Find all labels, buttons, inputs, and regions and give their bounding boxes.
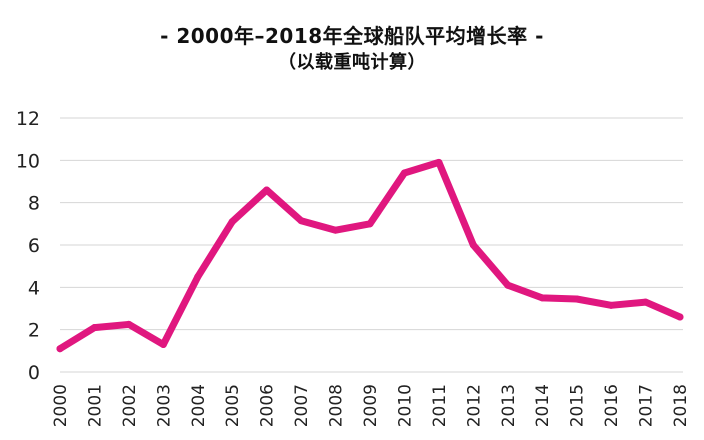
data-point-2001 (90, 324, 98, 332)
data-point-2002 (125, 320, 133, 328)
y-tick-label-2: 2 (28, 320, 40, 342)
x-tick-label-2007: 2007 (292, 384, 312, 427)
chart-subtitle: （以载重吨计算） (278, 52, 426, 73)
x-tick-label-2017: 2017 (637, 384, 657, 427)
y-tick-label-6: 6 (28, 235, 40, 257)
data-point-2006 (263, 186, 271, 194)
x-tick-label-2008: 2008 (327, 384, 347, 427)
y-tick-label-10: 10 (16, 150, 40, 172)
data-point-2003 (159, 340, 167, 348)
x-tick-label-2009: 2009 (361, 384, 381, 427)
x-tick-label-2003: 2003 (154, 384, 174, 427)
x-tick-label-2013: 2013 (499, 384, 519, 427)
data-point-2008 (332, 226, 340, 234)
data-point-2018 (676, 313, 684, 321)
data-point-2013 (504, 281, 512, 289)
x-tick-label-2010: 2010 (395, 384, 415, 427)
y-tick-label-12: 12 (16, 108, 40, 130)
data-point-2014 (538, 294, 546, 302)
y-tick-label-0: 0 (28, 362, 40, 384)
data-point-2009 (366, 220, 374, 228)
y-tick-label-8: 8 (28, 193, 40, 215)
x-tick-label-2006: 2006 (258, 384, 278, 427)
x-tick-label-2015: 2015 (568, 384, 588, 427)
x-tick-label-2000: 2000 (51, 384, 71, 427)
y-tick-label-4: 4 (28, 277, 40, 299)
series-line-0 (56, 158, 684, 353)
x-tick-label-2012: 2012 (464, 384, 484, 427)
data-point-2017 (642, 298, 650, 306)
data-point-2005 (228, 218, 236, 226)
x-tick-label-2014: 2014 (533, 384, 553, 427)
data-point-2011 (435, 158, 443, 166)
data-point-2010 (400, 169, 408, 177)
data-point-2004 (194, 273, 202, 281)
x-tick-label-2005: 2005 (223, 384, 243, 427)
x-tick-label-2016: 2016 (602, 384, 622, 427)
data-point-2007 (297, 217, 305, 225)
x-tick-label-2002: 2002 (120, 384, 140, 427)
chart-title: - 2000年–2018年全球船队平均增长率 - (160, 24, 544, 48)
data-point-2016 (607, 301, 615, 309)
x-tick-label-2001: 2001 (85, 384, 105, 427)
data-point-2012 (469, 241, 477, 249)
x-tick-label-2011: 2011 (430, 384, 450, 427)
x-tick-label-2018: 2018 (671, 384, 691, 427)
data-point-2000 (56, 345, 64, 353)
data-point-2015 (573, 295, 581, 303)
x-tick-label-2004: 2004 (189, 384, 209, 427)
